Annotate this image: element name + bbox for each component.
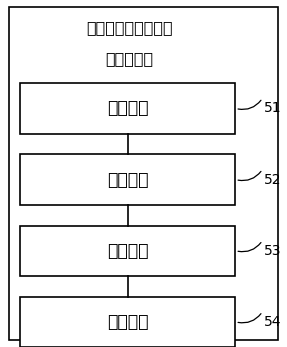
Text: 51: 51: [264, 101, 282, 116]
Text: 获取单元: 获取单元: [107, 100, 148, 117]
Bar: [20, 226, 235, 276]
Text: 划分单元: 划分单元: [107, 242, 148, 260]
Bar: [20, 154, 235, 205]
Text: 54: 54: [264, 315, 282, 329]
Text: 障诊断装置: 障诊断装置: [105, 51, 153, 67]
Text: 确定单元: 确定单元: [107, 171, 148, 188]
Text: 53: 53: [264, 244, 282, 258]
Bar: [20, 297, 235, 347]
Bar: [20, 83, 235, 134]
Text: 用于压力传感器的故: 用于压力传感器的故: [86, 20, 172, 35]
Text: 判断单元: 判断单元: [107, 313, 148, 331]
Text: 52: 52: [264, 172, 282, 187]
